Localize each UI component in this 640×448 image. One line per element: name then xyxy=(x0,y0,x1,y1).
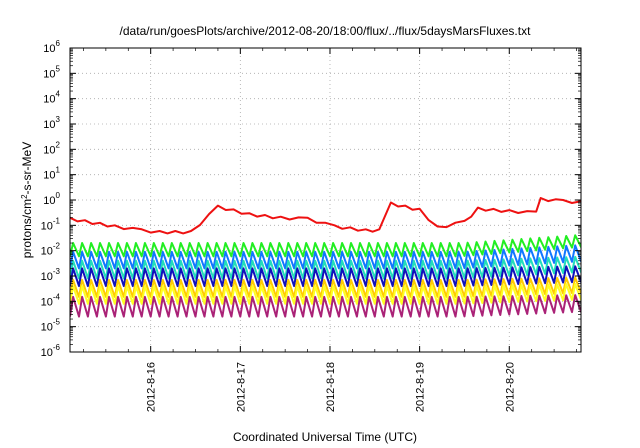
series-line-3 xyxy=(70,255,581,280)
y-tick-label: 10-3 xyxy=(41,267,61,283)
y-tick-label: 100 xyxy=(43,191,60,207)
y-tick-label: 103 xyxy=(43,115,60,131)
series-line-5 xyxy=(70,276,581,298)
x-tick-label: 2012-8-19 xyxy=(415,362,427,412)
series-line-6 xyxy=(70,283,581,305)
y-tick-base: 10 xyxy=(41,220,53,232)
y-tick-base: 10 xyxy=(41,322,53,334)
y-axis-label-sup: 2 xyxy=(20,194,29,199)
y-axis: 10-610-510-410-310-210-11001011021031041… xyxy=(41,39,581,359)
y-tick-base: 10 xyxy=(41,246,53,258)
series-layer xyxy=(70,197,581,318)
y-tick-exponent: 5 xyxy=(56,64,61,73)
series-line-2 xyxy=(70,244,581,270)
y-tick-label: 106 xyxy=(43,39,60,55)
y-tick-exponent: -5 xyxy=(53,318,61,327)
x-tick-label: 2012-8-20 xyxy=(504,362,516,412)
y-tick-label: 10-1 xyxy=(41,216,61,232)
series-line-0 xyxy=(70,197,581,235)
y-axis-label-pre: protons/cm xyxy=(20,199,34,258)
y-tick-base: 10 xyxy=(43,94,55,106)
y-axis-label-post: -s-sr-MeV xyxy=(20,142,34,195)
y-tick-label: 10-6 xyxy=(41,343,61,359)
y-tick-exponent: -1 xyxy=(53,216,61,225)
y-tick-base: 10 xyxy=(43,119,55,131)
x-tick-label: 2012-8-16 xyxy=(146,362,158,412)
y-tick-base: 10 xyxy=(43,195,55,207)
y-tick-label: 10-5 xyxy=(41,318,61,334)
y-tick-base: 10 xyxy=(43,43,55,55)
y-tick-exponent: 2 xyxy=(56,140,61,149)
series-line-4 xyxy=(70,265,581,288)
y-axis-label: protons/cm2-s-sr-MeV xyxy=(20,142,35,258)
y-tick-label: 10-2 xyxy=(41,242,61,258)
series-line-7 xyxy=(70,294,581,318)
y-tick-exponent: 3 xyxy=(56,115,61,124)
series-line-1 xyxy=(70,234,581,258)
grid-lines xyxy=(70,48,581,352)
chart-title: /data/run/goesPlots/archive/2012-08-20/1… xyxy=(120,24,532,38)
y-tick-exponent: -4 xyxy=(53,292,61,301)
y-tick-base: 10 xyxy=(43,68,55,80)
y-tick-label: 105 xyxy=(43,64,60,80)
y-tick-label: 101 xyxy=(43,166,60,182)
y-tick-base: 10 xyxy=(43,144,55,156)
x-axis-label: Coordinated Universal Time (UTC) xyxy=(233,430,417,444)
y-tick-base: 10 xyxy=(43,170,55,182)
x-tick-label: 2012-8-17 xyxy=(235,362,247,412)
y-tick-exponent: 0 xyxy=(56,191,61,200)
y-tick-exponent: -2 xyxy=(53,242,61,251)
y-tick-exponent: -6 xyxy=(53,343,61,352)
y-tick-label: 104 xyxy=(43,90,60,106)
y-tick-base: 10 xyxy=(41,347,53,359)
x-axis: 2012-8-16 2012-8-17 2012-8-18 2012-8-19 2012… xyxy=(83,48,577,412)
y-tick-exponent: -3 xyxy=(53,267,61,276)
y-tick-label: 10-4 xyxy=(41,292,61,308)
x-tick-label: 2012-8-18 xyxy=(325,362,337,412)
y-tick-base: 10 xyxy=(41,271,53,283)
y-tick-base: 10 xyxy=(41,296,53,308)
y-tick-exponent: 1 xyxy=(56,166,61,175)
y-tick-exponent: 6 xyxy=(56,39,61,48)
y-tick-label: 102 xyxy=(43,140,60,156)
y-tick-exponent: 4 xyxy=(56,90,61,99)
